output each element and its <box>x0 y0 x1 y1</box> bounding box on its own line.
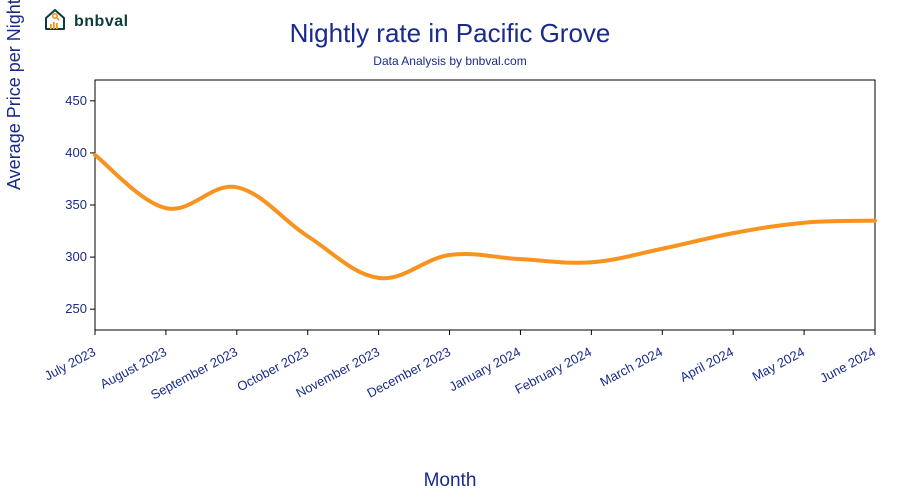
price-line <box>95 155 875 278</box>
y-tick-label: 250 <box>47 301 87 316</box>
y-tick-label: 450 <box>47 93 87 108</box>
y-tick-label: 400 <box>47 145 87 160</box>
y-tick-label: 300 <box>47 249 87 264</box>
line-chart <box>0 0 900 500</box>
y-tick-label: 350 <box>47 197 87 212</box>
